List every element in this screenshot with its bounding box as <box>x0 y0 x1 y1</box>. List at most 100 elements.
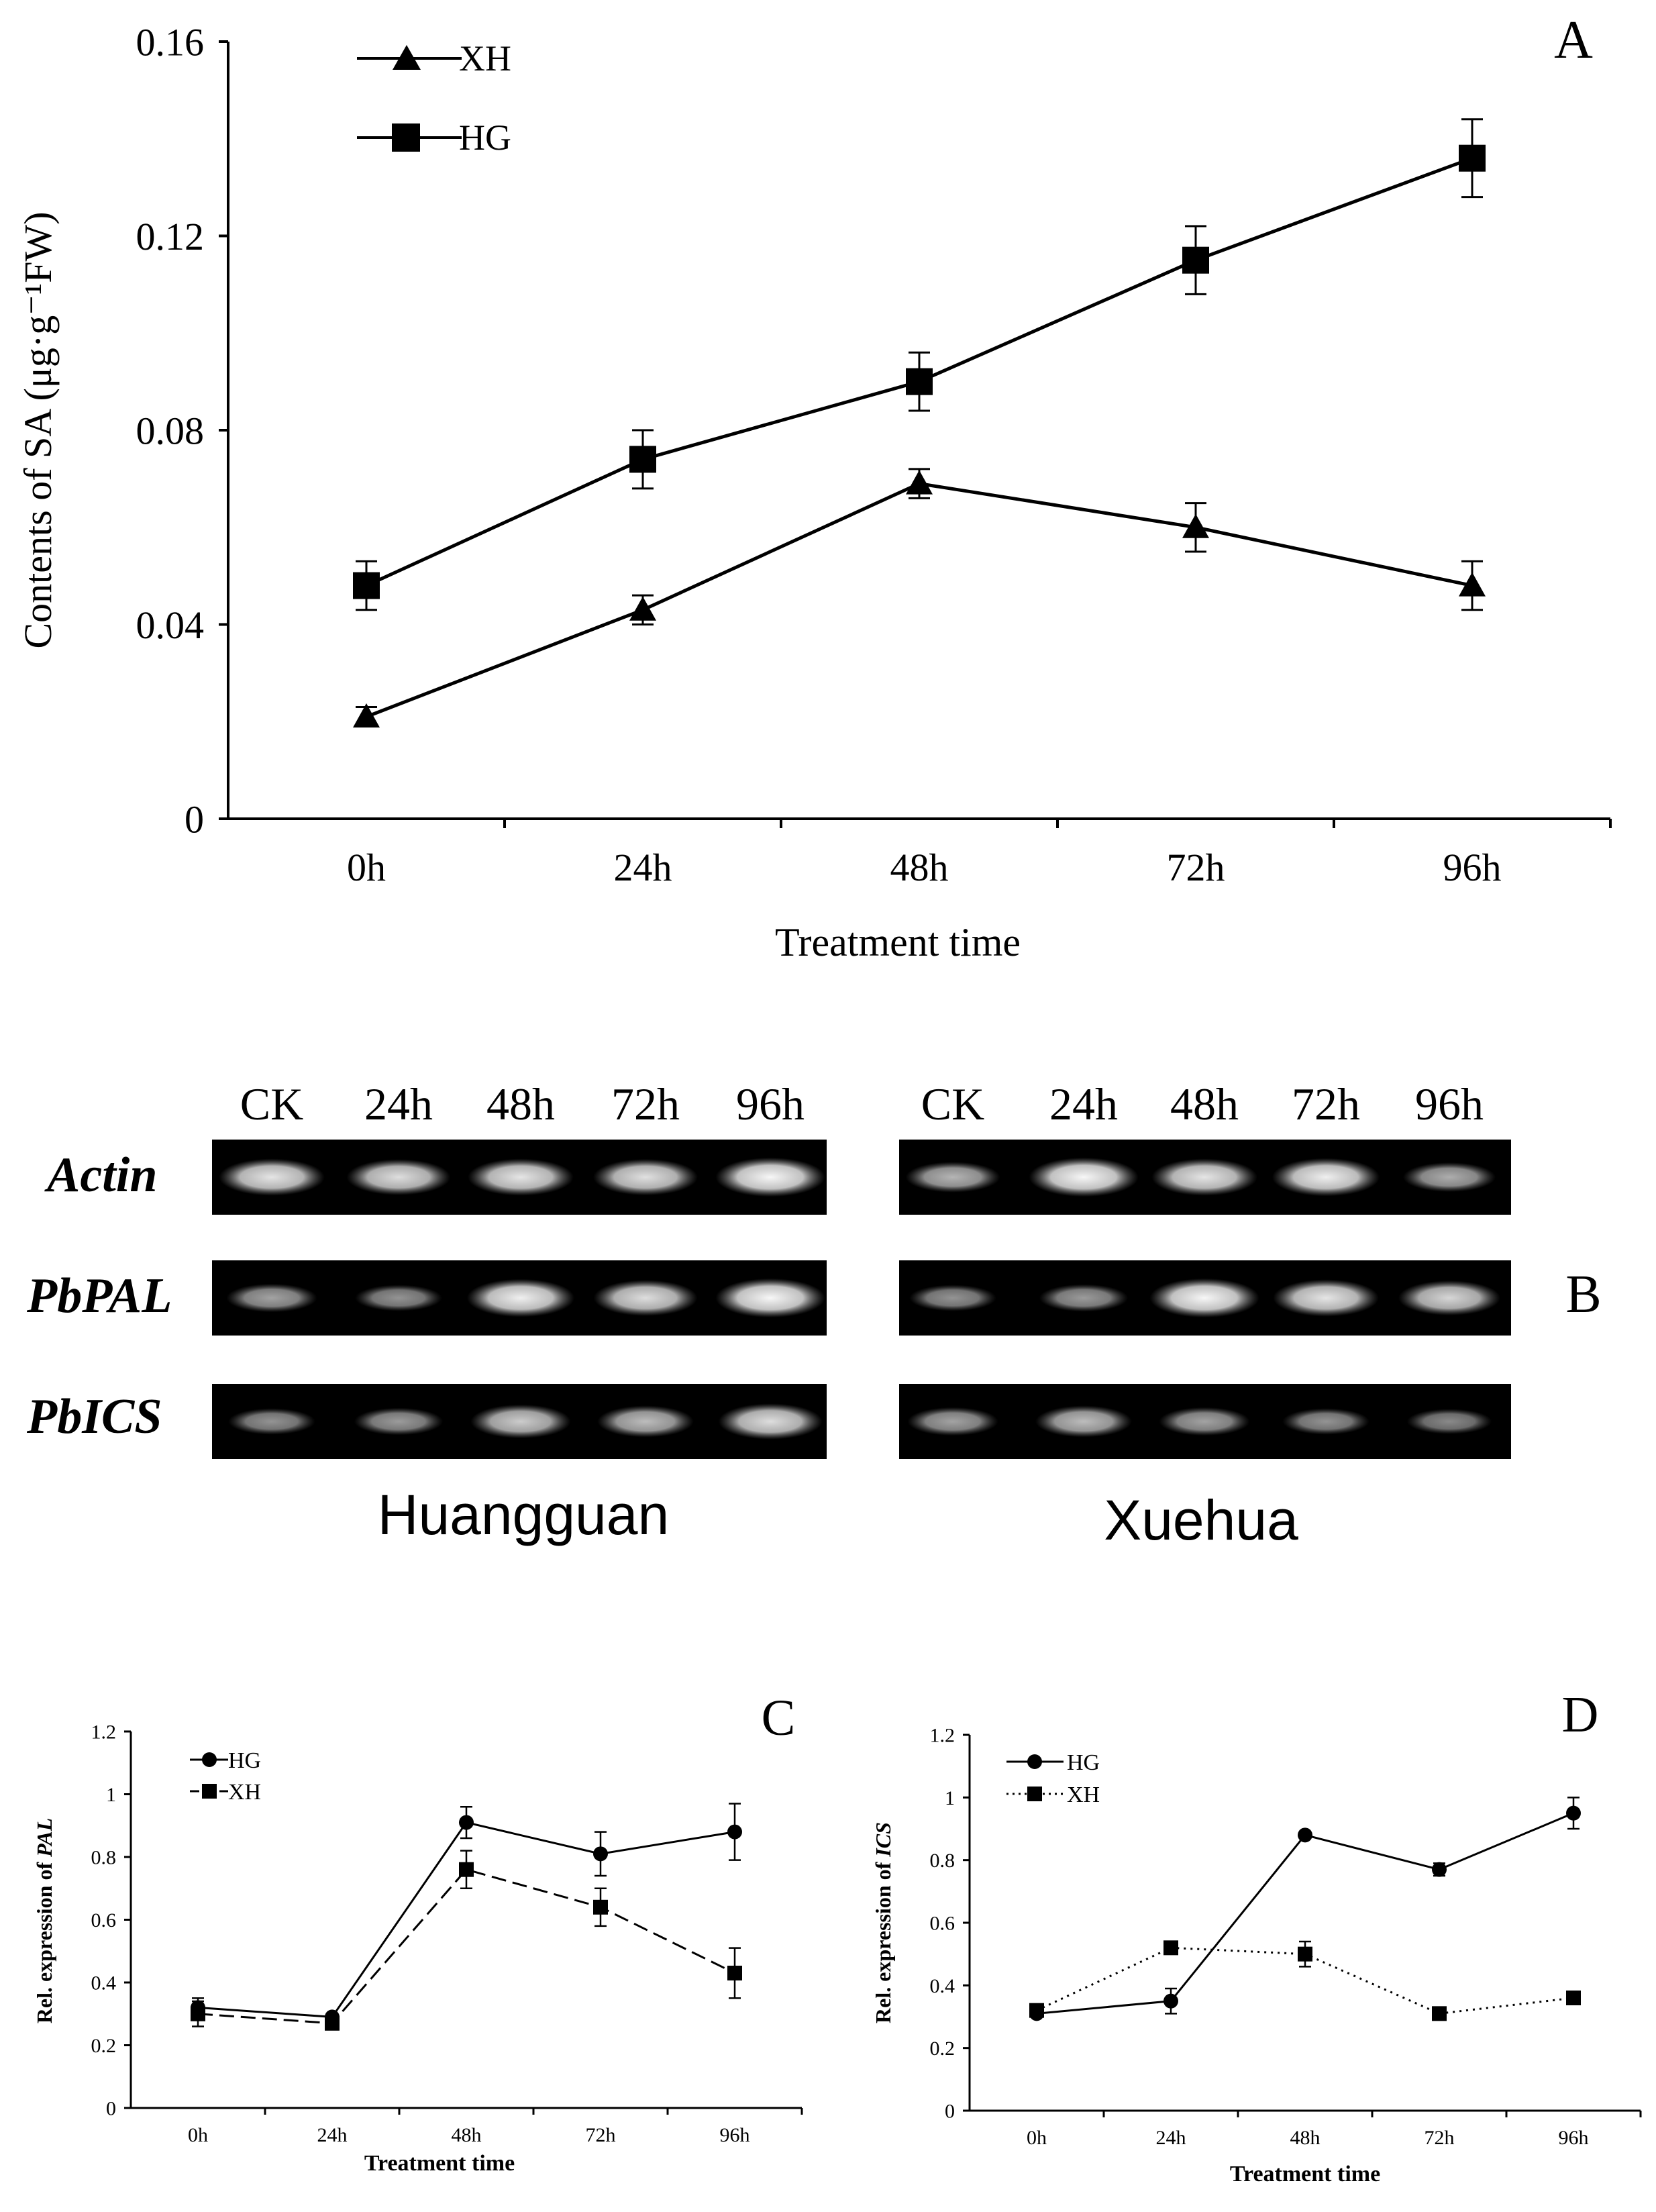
data-point-hg <box>1163 1993 1178 2009</box>
gel-band <box>1403 1162 1496 1192</box>
series-line-xh <box>197 1868 735 2025</box>
lane-label: 72h <box>1292 1078 1360 1129</box>
panel-c-chart: 0 0.2 0.4 0.6 0.8 1 1.2 0h 24h 48h 72h 96h Rel. ex… <box>32 1690 803 2176</box>
data-point-hg <box>459 1815 474 1830</box>
panel-d-chart: 0 0.2 0.4 0.6 0.8 1 1.2 0h 24h 48h 72h 96h Rel. ex… <box>871 1687 1642 2186</box>
data-point-hg <box>1459 144 1486 172</box>
gel-band <box>909 1285 996 1311</box>
panel-d-y-tick-label: 1 <box>945 1787 955 1809</box>
series-line-hg <box>1036 1812 1574 2015</box>
gel-band <box>1398 1280 1500 1315</box>
panel-c-x-tick-label: 0h <box>188 2124 208 2146</box>
gel-band <box>228 1408 315 1435</box>
panel-c-y-tick-label: 0.8 <box>91 1847 117 1869</box>
panel-a-y-axis-label: Contents of SA (μg·g⁻¹FW) <box>16 211 60 648</box>
gel-band <box>715 1157 825 1197</box>
data-point-xh <box>191 2006 205 2021</box>
triangle-marker-icon <box>393 45 421 70</box>
panel-d-x-tick-label: 96h <box>1559 2127 1589 2149</box>
gel-band <box>593 1158 698 1196</box>
gel-band <box>907 1407 998 1436</box>
circle-marker-icon <box>1027 1754 1042 1769</box>
data-point-hg <box>1298 1827 1312 1843</box>
panel-c-letter: C <box>762 1690 796 1746</box>
data-point-xh <box>1182 513 1209 538</box>
data-point-xh <box>906 470 933 495</box>
panel-c-x-axis-label: Treatment time <box>364 2151 515 2176</box>
panel-c-x-tick-label: 72h <box>586 2124 616 2146</box>
gel-band <box>715 1278 825 1318</box>
legend-label-xh: XH <box>228 1780 261 1805</box>
panel-a-legend: XH HG <box>357 38 511 158</box>
panel-c-x-tick-label: 48h <box>452 2124 482 2146</box>
panel-a-x-tick-label: 0h <box>347 846 386 889</box>
legend-label-hg: HG <box>1067 1750 1100 1775</box>
panel-a-x-tick-label: 72h <box>1167 846 1225 889</box>
gel-band <box>1029 1157 1139 1197</box>
gel-band <box>1035 1405 1132 1438</box>
panel-c-y-tick-label: 0.4 <box>91 1972 117 1995</box>
data-point-xh <box>353 703 380 728</box>
data-point-hg <box>593 1846 608 1862</box>
lane-label: 72h <box>611 1078 680 1129</box>
legend-label-hg: HG <box>228 1748 261 1773</box>
data-point-xh <box>325 2015 340 2031</box>
panel-b-letter: B <box>1565 1265 1601 1324</box>
gel-band <box>1149 1278 1259 1318</box>
data-point-xh <box>629 596 656 621</box>
gel-band <box>1273 1279 1379 1317</box>
panel-d-legend: HG XH <box>1006 1750 1100 1807</box>
panel-a-y-tick-label: 0.12 <box>136 215 205 258</box>
panel-c-legend: HG XH <box>190 1748 261 1805</box>
gene-label-pbics: PbICS <box>26 1389 162 1444</box>
panel-a-x-axis-label: Treatment time <box>775 920 1021 964</box>
panel-a-y-tick-label: 0.08 <box>136 409 205 452</box>
square-marker-icon <box>1027 1787 1042 1801</box>
panel-d-x-tick-label: 24h <box>1156 2127 1186 2149</box>
panel-a-y-tick-label: 0.16 <box>136 20 205 64</box>
data-point-xh <box>1432 2006 1447 2021</box>
data-point-hg <box>353 572 380 599</box>
gel-band <box>226 1283 317 1313</box>
panel-d-y-tick-label: 0 <box>945 2101 955 2123</box>
gel-band <box>346 1159 451 1195</box>
panel-d-x-tick-label: 48h <box>1290 2127 1321 2149</box>
gel-band <box>593 1280 698 1316</box>
data-point-hg <box>1182 246 1209 274</box>
cultivar-label-huangguan: Huangguan <box>378 1483 669 1546</box>
lane-label: 24h <box>1049 1078 1118 1129</box>
panel-c-y-tick-label: 1 <box>106 1784 116 1806</box>
panel-d-x-tick-label: 72h <box>1425 2127 1455 2149</box>
gel-band <box>1151 1158 1257 1196</box>
panel-d-x-tick-label: 0h <box>1027 2127 1047 2149</box>
panel-d-letter: D <box>1562 1687 1599 1743</box>
panel-d-y-tick-label: 0.2 <box>930 2038 955 2060</box>
data-point-hg <box>727 1824 742 1840</box>
panel-b-gel: CK 24h 48h 72h 96h CK 24h 48h 72h 96h Actin PbPA… <box>26 1078 1602 1552</box>
panel-c-y-tick-label: 0 <box>106 2098 116 2120</box>
gel-band <box>1282 1408 1369 1435</box>
panel-d-y-axis-label: Rel. expression of ICS <box>871 1822 895 2023</box>
gel-band <box>597 1405 694 1438</box>
gel-band <box>905 1162 1000 1193</box>
lane-label: 96h <box>736 1078 805 1129</box>
legend-label-xh: XH <box>459 38 511 79</box>
gel-band <box>354 1407 444 1436</box>
square-marker-icon <box>202 1784 217 1799</box>
panel-c-y-tick-label: 0.2 <box>91 2035 117 2057</box>
gel-band <box>470 1404 571 1439</box>
panel-c-y-tick-label: 1.2 <box>91 1721 117 1744</box>
gel-band <box>1159 1407 1250 1436</box>
data-point-xh <box>1163 1940 1178 1956</box>
data-point-xh <box>459 1862 474 1877</box>
panel-c-y-tick-label: 0.6 <box>91 1909 117 1931</box>
data-point-hg <box>906 368 933 395</box>
data-point-xh <box>1029 2003 1044 2018</box>
panel-a-x-tick-label: 96h <box>1443 846 1502 889</box>
panel-c-x-tick-label: 24h <box>317 2124 348 2146</box>
panel-a-letter: A <box>1554 11 1593 70</box>
lane-label: 48h <box>1170 1078 1239 1129</box>
lane-label: CK <box>921 1078 984 1129</box>
data-point-xh <box>593 1899 608 1915</box>
panel-a-y-tick-label: 0.04 <box>136 603 205 647</box>
